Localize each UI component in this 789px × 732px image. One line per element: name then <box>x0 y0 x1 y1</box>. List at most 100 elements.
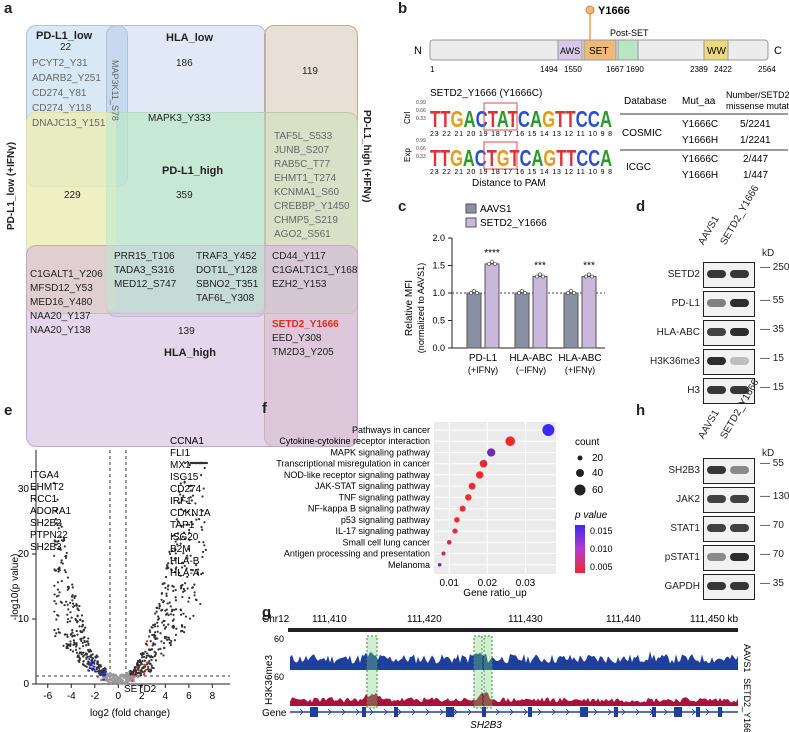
volcano-point <box>57 628 60 631</box>
volcano-point <box>58 566 61 569</box>
volcano-point <box>164 575 168 579</box>
replicate-point <box>535 274 539 279</box>
volcano-point <box>179 613 183 616</box>
down-gene-label: ITGA4 <box>30 470 59 481</box>
logo-xlabel: Distance to PAM <box>472 178 546 189</box>
panel-label-c: c <box>398 198 407 215</box>
x-tick-label: 6 <box>186 691 192 702</box>
table-mut: Y1666H <box>682 135 718 146</box>
x-tick-label: 0.01 <box>440 578 460 589</box>
blot-band <box>730 495 749 503</box>
volcano-point <box>84 626 87 629</box>
tick-label: 0.66 <box>416 108 426 114</box>
setd2-label: SETD2 <box>124 684 157 695</box>
volcano-point <box>187 461 190 465</box>
p-legend-value: 0.005 <box>590 562 613 572</box>
table-num: 1/2241 <box>740 135 771 146</box>
volcano-point <box>162 624 166 627</box>
volcano-point <box>97 670 100 673</box>
strand-arrow <box>509 708 514 716</box>
domain-postset <box>617 39 639 61</box>
logo-letter: A <box>532 145 544 171</box>
volcano-point <box>60 525 63 528</box>
volcano-point <box>81 620 84 623</box>
volcano-point <box>93 668 96 671</box>
up-gene-label: MX1 <box>170 460 191 471</box>
down-gene-label: EHMT2 <box>30 482 64 493</box>
replicate-point <box>566 291 570 295</box>
volcano-point <box>119 680 122 683</box>
volcano-point <box>71 586 74 589</box>
volcano-point <box>154 612 157 615</box>
volcano-point <box>56 498 59 501</box>
volcano-point <box>188 538 191 542</box>
tick-label: 0.33 <box>416 154 426 160</box>
volcano-point <box>53 584 56 587</box>
genome-track: Chr12 111,410 111,420 111,430 111,440 11… <box>262 614 752 732</box>
volcano-point <box>158 607 161 610</box>
kd-marker: — 35 <box>760 324 784 335</box>
volcano-point <box>153 625 157 628</box>
logo-letter: G <box>450 145 463 171</box>
volcano-point <box>170 639 173 643</box>
condition-label: (+IFNγ) <box>565 365 595 375</box>
volcano-point <box>84 644 88 647</box>
exon <box>362 707 366 717</box>
volcano-point <box>71 634 75 637</box>
volcano-point <box>166 588 170 591</box>
volcano-point <box>72 643 75 646</box>
up-gene-label: HLA-B <box>170 556 200 567</box>
domain-postset-label: Post-SET <box>610 28 649 38</box>
gene-item: SBNO2_T351 <box>196 279 259 290</box>
ruler <box>288 628 738 632</box>
volcano-point <box>147 665 150 669</box>
pos-tick: 1494 <box>540 65 558 74</box>
significance-label: *** <box>534 261 546 272</box>
volcano-point <box>180 585 183 588</box>
condition-label: (−IFNγ) <box>516 365 546 375</box>
volcano-point <box>188 531 191 534</box>
volcano-point <box>191 569 194 572</box>
volcano-point <box>173 570 177 574</box>
volcano-point <box>203 544 206 547</box>
gene-name: SH2B3 <box>470 720 502 731</box>
volcano-point <box>73 641 76 644</box>
logo-letter: C <box>475 145 487 171</box>
volcano-point <box>87 661 91 664</box>
volcano-point <box>171 562 174 565</box>
replicate-point <box>472 289 476 293</box>
right-gene-bottom-list: SETD2_Y1666 EED_Y308 TM2D3_Y205 <box>272 318 339 360</box>
pathway-label: NOD-like receptor signaling pathway <box>284 470 431 480</box>
volcano-point <box>82 651 85 654</box>
table-num: 1/447 <box>743 170 768 181</box>
volcano-point <box>81 645 85 648</box>
volcano-point <box>78 657 82 660</box>
volcano-point <box>164 609 167 612</box>
p-legend-value: 0.010 <box>590 544 613 554</box>
volcano-point <box>82 628 86 631</box>
volcano-point <box>145 654 148 657</box>
strand-arrow <box>397 708 402 716</box>
volcano-point <box>71 599 74 602</box>
volcano-point <box>131 677 135 680</box>
volcano-point <box>195 563 198 567</box>
ylabel: -log10(p value) <box>10 554 21 621</box>
volcano-point <box>111 679 114 682</box>
blot-band <box>707 524 726 532</box>
volcano-point <box>53 554 56 557</box>
hla-low-count: 186 <box>176 58 193 69</box>
panel-label-d: d <box>636 198 646 215</box>
volcano-point <box>75 603 78 607</box>
gene-item: PRR15_T106 <box>114 251 175 262</box>
domain-set <box>583 39 617 61</box>
volcano-point <box>196 571 199 574</box>
volcano-point <box>79 618 82 621</box>
tick-label: 0.99 <box>416 138 426 144</box>
volcano-point <box>186 557 189 560</box>
volcano-point <box>53 593 56 596</box>
exon <box>614 707 618 717</box>
volcano-point <box>135 662 139 666</box>
replicate-point <box>475 291 479 295</box>
gene-item: CD44_Y117 <box>272 251 326 262</box>
pos-tick: 1 <box>430 65 435 74</box>
